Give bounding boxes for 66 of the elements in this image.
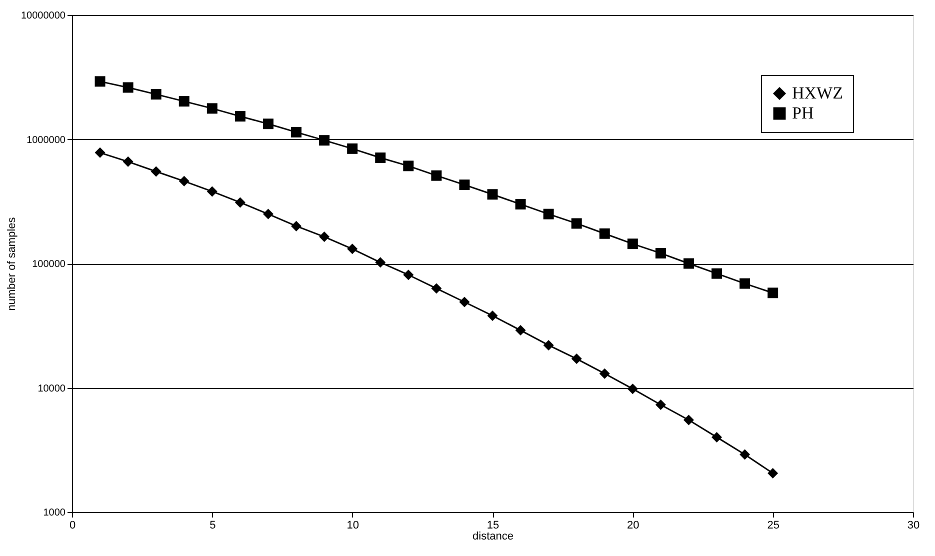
- point: [375, 152, 386, 163]
- point: [234, 111, 246, 122]
- point: [459, 296, 470, 308]
- point: [291, 126, 302, 138]
- point: [206, 103, 218, 114]
- x-axis-title: distance: [472, 530, 514, 542]
- point: [150, 89, 162, 100]
- point: [122, 82, 134, 93]
- x-tick-label: 0: [69, 520, 76, 532]
- point: [740, 278, 750, 289]
- point: [319, 135, 330, 146]
- y-tick-label: 1000000: [26, 134, 66, 146]
- point: [403, 270, 414, 280]
- point: [178, 176, 190, 186]
- x-tick-label: 15: [486, 520, 500, 532]
- point: [655, 399, 666, 410]
- point: [599, 228, 610, 239]
- point: [262, 208, 274, 220]
- point: [627, 238, 638, 250]
- y-tick-label: 1000: [43, 508, 66, 518]
- point: [319, 232, 330, 242]
- point: [150, 166, 162, 177]
- point: [515, 198, 526, 210]
- point: [712, 268, 722, 279]
- point: [543, 340, 554, 350]
- point: [234, 197, 246, 208]
- point: [768, 288, 778, 298]
- point: [178, 96, 190, 107]
- point: [375, 257, 386, 268]
- point: [515, 325, 526, 336]
- point: [543, 208, 554, 220]
- point: [571, 218, 582, 229]
- point: [94, 76, 106, 87]
- point: [571, 354, 582, 364]
- point: [291, 220, 302, 232]
- point: [768, 468, 778, 479]
- point: [403, 160, 414, 172]
- point: [599, 368, 610, 379]
- point: [347, 244, 358, 254]
- point: [347, 143, 358, 154]
- point: [459, 180, 470, 190]
- point: [712, 432, 722, 442]
- point: [431, 283, 442, 294]
- legend-label: PH: [792, 104, 814, 122]
- point: [122, 156, 134, 167]
- x-tick-label: 25: [767, 520, 780, 532]
- point: [627, 384, 638, 394]
- point: [262, 118, 274, 130]
- point: [740, 449, 750, 460]
- y-axis-title: number of samples: [6, 216, 18, 311]
- x-tick-label: 5: [210, 520, 216, 532]
- point: [487, 189, 498, 200]
- y-tick-label: 100000: [32, 259, 66, 270]
- x-tick-label: 20: [627, 520, 640, 532]
- point: [683, 258, 694, 269]
- point: [431, 170, 442, 181]
- x-tick-label: 10: [346, 520, 359, 532]
- point: [94, 147, 106, 158]
- x-tick-label: 30: [907, 520, 920, 532]
- point: [683, 414, 694, 426]
- y-tick-label: 10000: [38, 383, 66, 394]
- point: [206, 186, 218, 197]
- point: [655, 248, 666, 258]
- point: [487, 310, 498, 321]
- legend-label: HXWZ: [792, 84, 843, 102]
- y-tick-label: 10000000: [21, 10, 66, 22]
